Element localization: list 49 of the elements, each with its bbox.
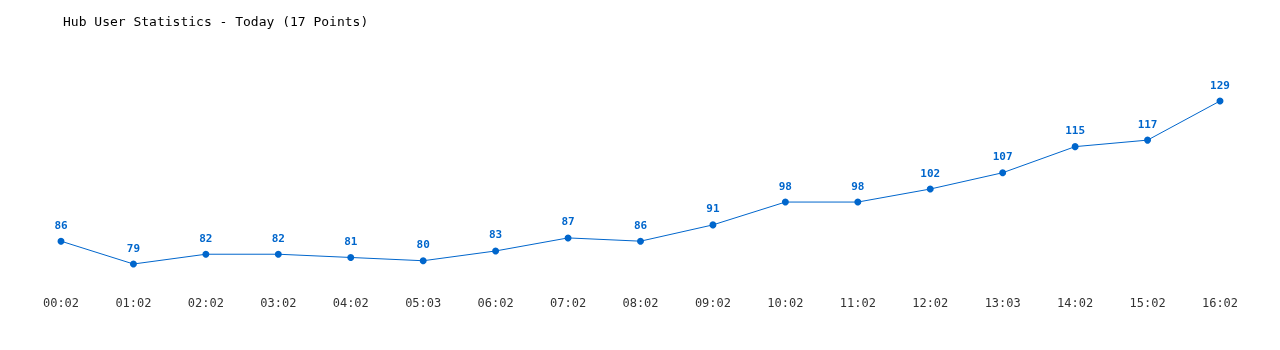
x-tick-label: 11:02 bbox=[839, 296, 876, 310]
x-tick-label: 08:02 bbox=[622, 296, 659, 310]
data-label: 82 bbox=[199, 231, 213, 245]
point bbox=[637, 237, 644, 245]
x-tick-label: 16:02 bbox=[1201, 296, 1239, 310]
data-label: 129 bbox=[1210, 78, 1230, 92]
data-label: 82 bbox=[271, 231, 285, 245]
x-tick-label: 03:02 bbox=[260, 296, 297, 310]
point bbox=[781, 198, 789, 206]
point bbox=[999, 169, 1007, 177]
data-label: 87 bbox=[561, 215, 575, 229]
x-tick-label: 15:02 bbox=[1129, 296, 1166, 310]
data-label: 83 bbox=[489, 228, 503, 242]
data-label: 86 bbox=[633, 218, 648, 232]
point bbox=[129, 260, 137, 268]
x-tick-label: 04:02 bbox=[332, 296, 369, 310]
data-label: 91 bbox=[706, 202, 720, 216]
point bbox=[274, 250, 282, 258]
point bbox=[1071, 143, 1079, 151]
x-tick-label: 05:03 bbox=[405, 296, 442, 310]
chart-title: Hub User Statistics - Today (17 Points) bbox=[63, 14, 369, 29]
point bbox=[926, 185, 934, 193]
data-label: 98 bbox=[851, 179, 865, 193]
x-tick-label: 07:02 bbox=[550, 296, 587, 310]
x-tick-label: 12:02 bbox=[912, 296, 949, 310]
point bbox=[347, 253, 355, 261]
point bbox=[709, 221, 717, 229]
data-label: 86 bbox=[54, 218, 68, 232]
x-tick-label: 06:02 bbox=[477, 296, 514, 310]
x-tick-label: 00:02 bbox=[42, 296, 80, 310]
point bbox=[1144, 136, 1152, 144]
x-tick-label: 09:02 bbox=[694, 296, 731, 310]
x-tick-label: 01:02 bbox=[115, 296, 152, 310]
data-label: 117 bbox=[1137, 117, 1158, 131]
data-label: 81 bbox=[344, 234, 358, 248]
point bbox=[492, 247, 500, 255]
data-label: 115 bbox=[1065, 124, 1086, 138]
x-tick-label: 13:03 bbox=[984, 296, 1021, 310]
x-tick-label: 14:02 bbox=[1057, 296, 1094, 310]
data-label: 79 bbox=[126, 241, 141, 255]
x-tick-label: 10:02 bbox=[767, 296, 804, 310]
data-label: 102 bbox=[920, 166, 941, 180]
data-label: 80 bbox=[416, 238, 430, 252]
data-label: 107 bbox=[992, 150, 1013, 164]
point bbox=[202, 250, 210, 258]
data-label: 98 bbox=[778, 179, 792, 193]
point bbox=[419, 257, 427, 265]
point bbox=[854, 198, 862, 206]
x-tick-label: 02:02 bbox=[187, 296, 224, 310]
